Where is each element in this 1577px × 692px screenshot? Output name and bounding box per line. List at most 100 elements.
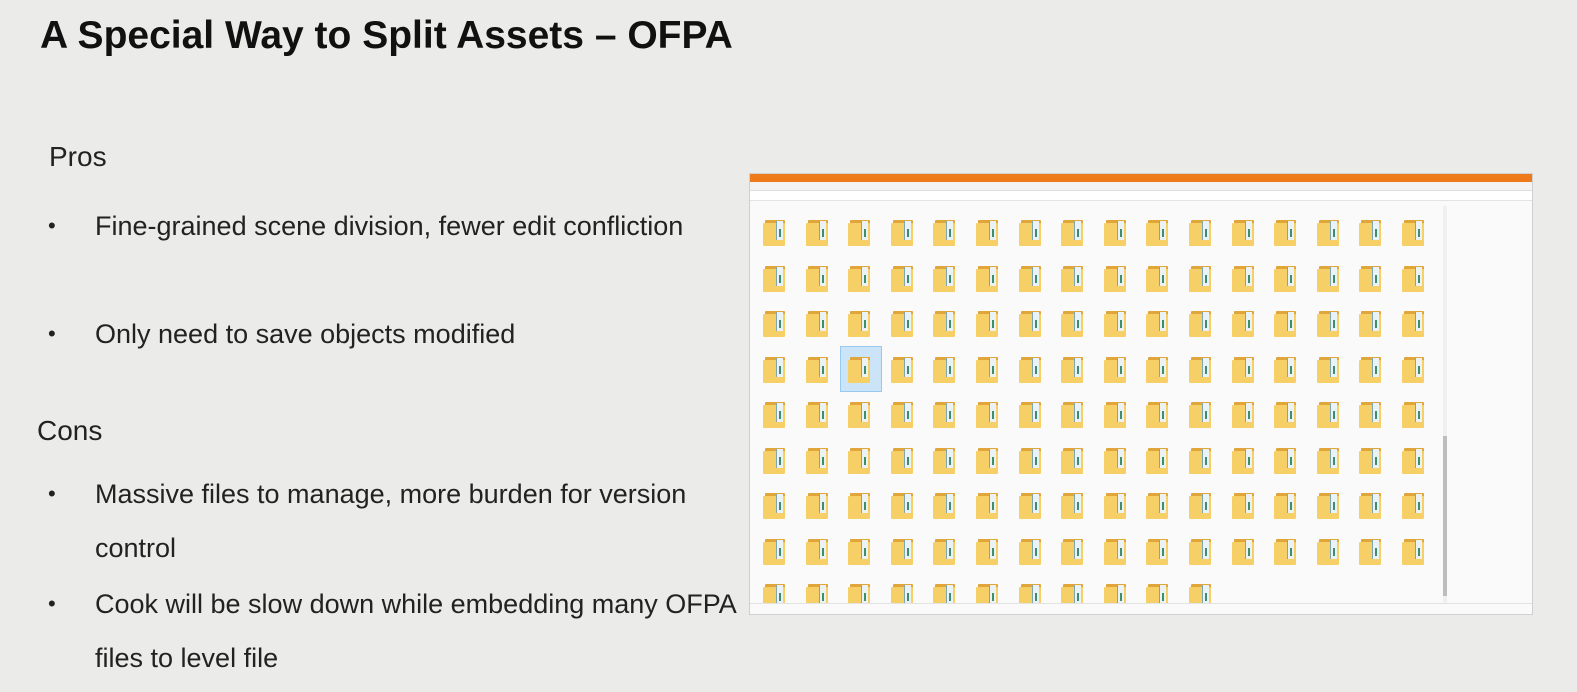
folder-icon (1231, 400, 1258, 432)
bullet-dot: • (48, 213, 56, 238)
folder-icon (1103, 400, 1130, 432)
folder-icon (763, 400, 789, 432)
folder-icon (763, 537, 789, 569)
folder-icon (1402, 218, 1428, 250)
folder-icon (1316, 537, 1343, 569)
folder-icon (1018, 264, 1045, 296)
folder-icon (1146, 491, 1172, 523)
folder-icon (933, 355, 959, 387)
explorer-status-bar (750, 603, 1532, 614)
file-explorer-screenshot (749, 173, 1533, 615)
folder-icon (805, 218, 832, 250)
folder-icon (890, 355, 917, 387)
folder-icon (763, 491, 789, 523)
folder-icon (1189, 309, 1215, 341)
folder-icon (1146, 400, 1172, 432)
folder-icon (1146, 446, 1172, 478)
folder-icon (805, 400, 832, 432)
folder-icon (848, 400, 874, 432)
pros-bullet-1: • Fine-grained scene division, fewer edi… (48, 199, 748, 253)
folder-icon (1018, 309, 1045, 341)
folder-icon (1103, 218, 1130, 250)
folder-icon (1061, 309, 1087, 341)
folder-icon (1359, 264, 1385, 296)
folder-icon (1061, 446, 1087, 478)
folder-icon (1189, 218, 1215, 250)
folder-icon (848, 491, 874, 523)
folder-icon (1061, 355, 1087, 387)
cons-bullet-1: • Massive files to manage, more burden f… (48, 467, 748, 575)
folder-icon (933, 264, 959, 296)
folder-icon (1359, 491, 1385, 523)
folder-icon (763, 446, 789, 478)
folder-icon (1061, 218, 1087, 250)
folder-icon (1402, 355, 1428, 387)
folder-icon (1231, 264, 1258, 296)
folder-icon (848, 218, 874, 250)
folder-icon (1018, 355, 1045, 387)
folder-icon (976, 355, 1002, 387)
folder-icon (890, 446, 917, 478)
folder-icon (1316, 446, 1343, 478)
folder-icon (805, 309, 832, 341)
folder-icon (1359, 446, 1385, 478)
folder-icon (1231, 491, 1258, 523)
folder-icon (1316, 491, 1343, 523)
folder-icon (1316, 218, 1343, 250)
folder-icon (1359, 309, 1385, 341)
folder-icon (1103, 537, 1130, 569)
folder-icon (1146, 264, 1172, 296)
folder-icon (1274, 400, 1300, 432)
folder-icon (1146, 537, 1172, 569)
folder-icon (976, 537, 1002, 569)
folder-icon (976, 491, 1002, 523)
folder-icon (1231, 218, 1258, 250)
folder-icon (1402, 400, 1428, 432)
folder-icon (890, 400, 917, 432)
folder-icon (1018, 491, 1045, 523)
folder-icon (1189, 400, 1215, 432)
folder-icon (1061, 491, 1087, 523)
folder-icon (933, 309, 959, 341)
folder-icon (1146, 218, 1172, 250)
folder-icon (1231, 309, 1258, 341)
folder-icon (1103, 446, 1130, 478)
folder-icon (1316, 400, 1343, 432)
cons-heading: Cons (37, 415, 103, 446)
bullet-dot: • (48, 321, 56, 346)
folder-icon (1274, 537, 1300, 569)
folder-icon (1103, 355, 1130, 387)
folder-icon (1274, 218, 1300, 250)
folder-icon (848, 446, 874, 478)
folder-icon (763, 264, 789, 296)
folder-icon (1189, 355, 1215, 387)
folder-icon (1402, 446, 1428, 478)
folder-icon (933, 218, 959, 250)
folder-icon (933, 491, 959, 523)
folder-icon (1359, 400, 1385, 432)
explorer-titlebar (750, 174, 1532, 182)
folder-icon (1189, 446, 1215, 478)
folder-icon (763, 218, 789, 250)
folder-icon (1402, 309, 1428, 341)
folder-icon (1061, 264, 1087, 296)
folder-icon (1359, 218, 1385, 250)
folder-grid (750, 200, 1532, 610)
scrollbar-thumb (1443, 436, 1447, 596)
folder-icon (1061, 400, 1087, 432)
folder-icon (1018, 537, 1045, 569)
folder-icon (976, 400, 1002, 432)
folder-icon (1146, 309, 1172, 341)
folder-icon (933, 446, 959, 478)
folder-icon (1189, 491, 1215, 523)
folder-icon (890, 218, 917, 250)
folder-icon (848, 309, 874, 341)
pros-heading: Pros (49, 141, 107, 172)
cons-bullet-2: • Cook will be slow down while embedding… (48, 577, 748, 685)
folder-icon (1316, 309, 1343, 341)
folder-icon (840, 345, 883, 392)
folder-icon (763, 309, 789, 341)
bullet-dot: • (48, 481, 56, 506)
folder-icon (1189, 264, 1215, 296)
folder-icon (763, 355, 789, 387)
